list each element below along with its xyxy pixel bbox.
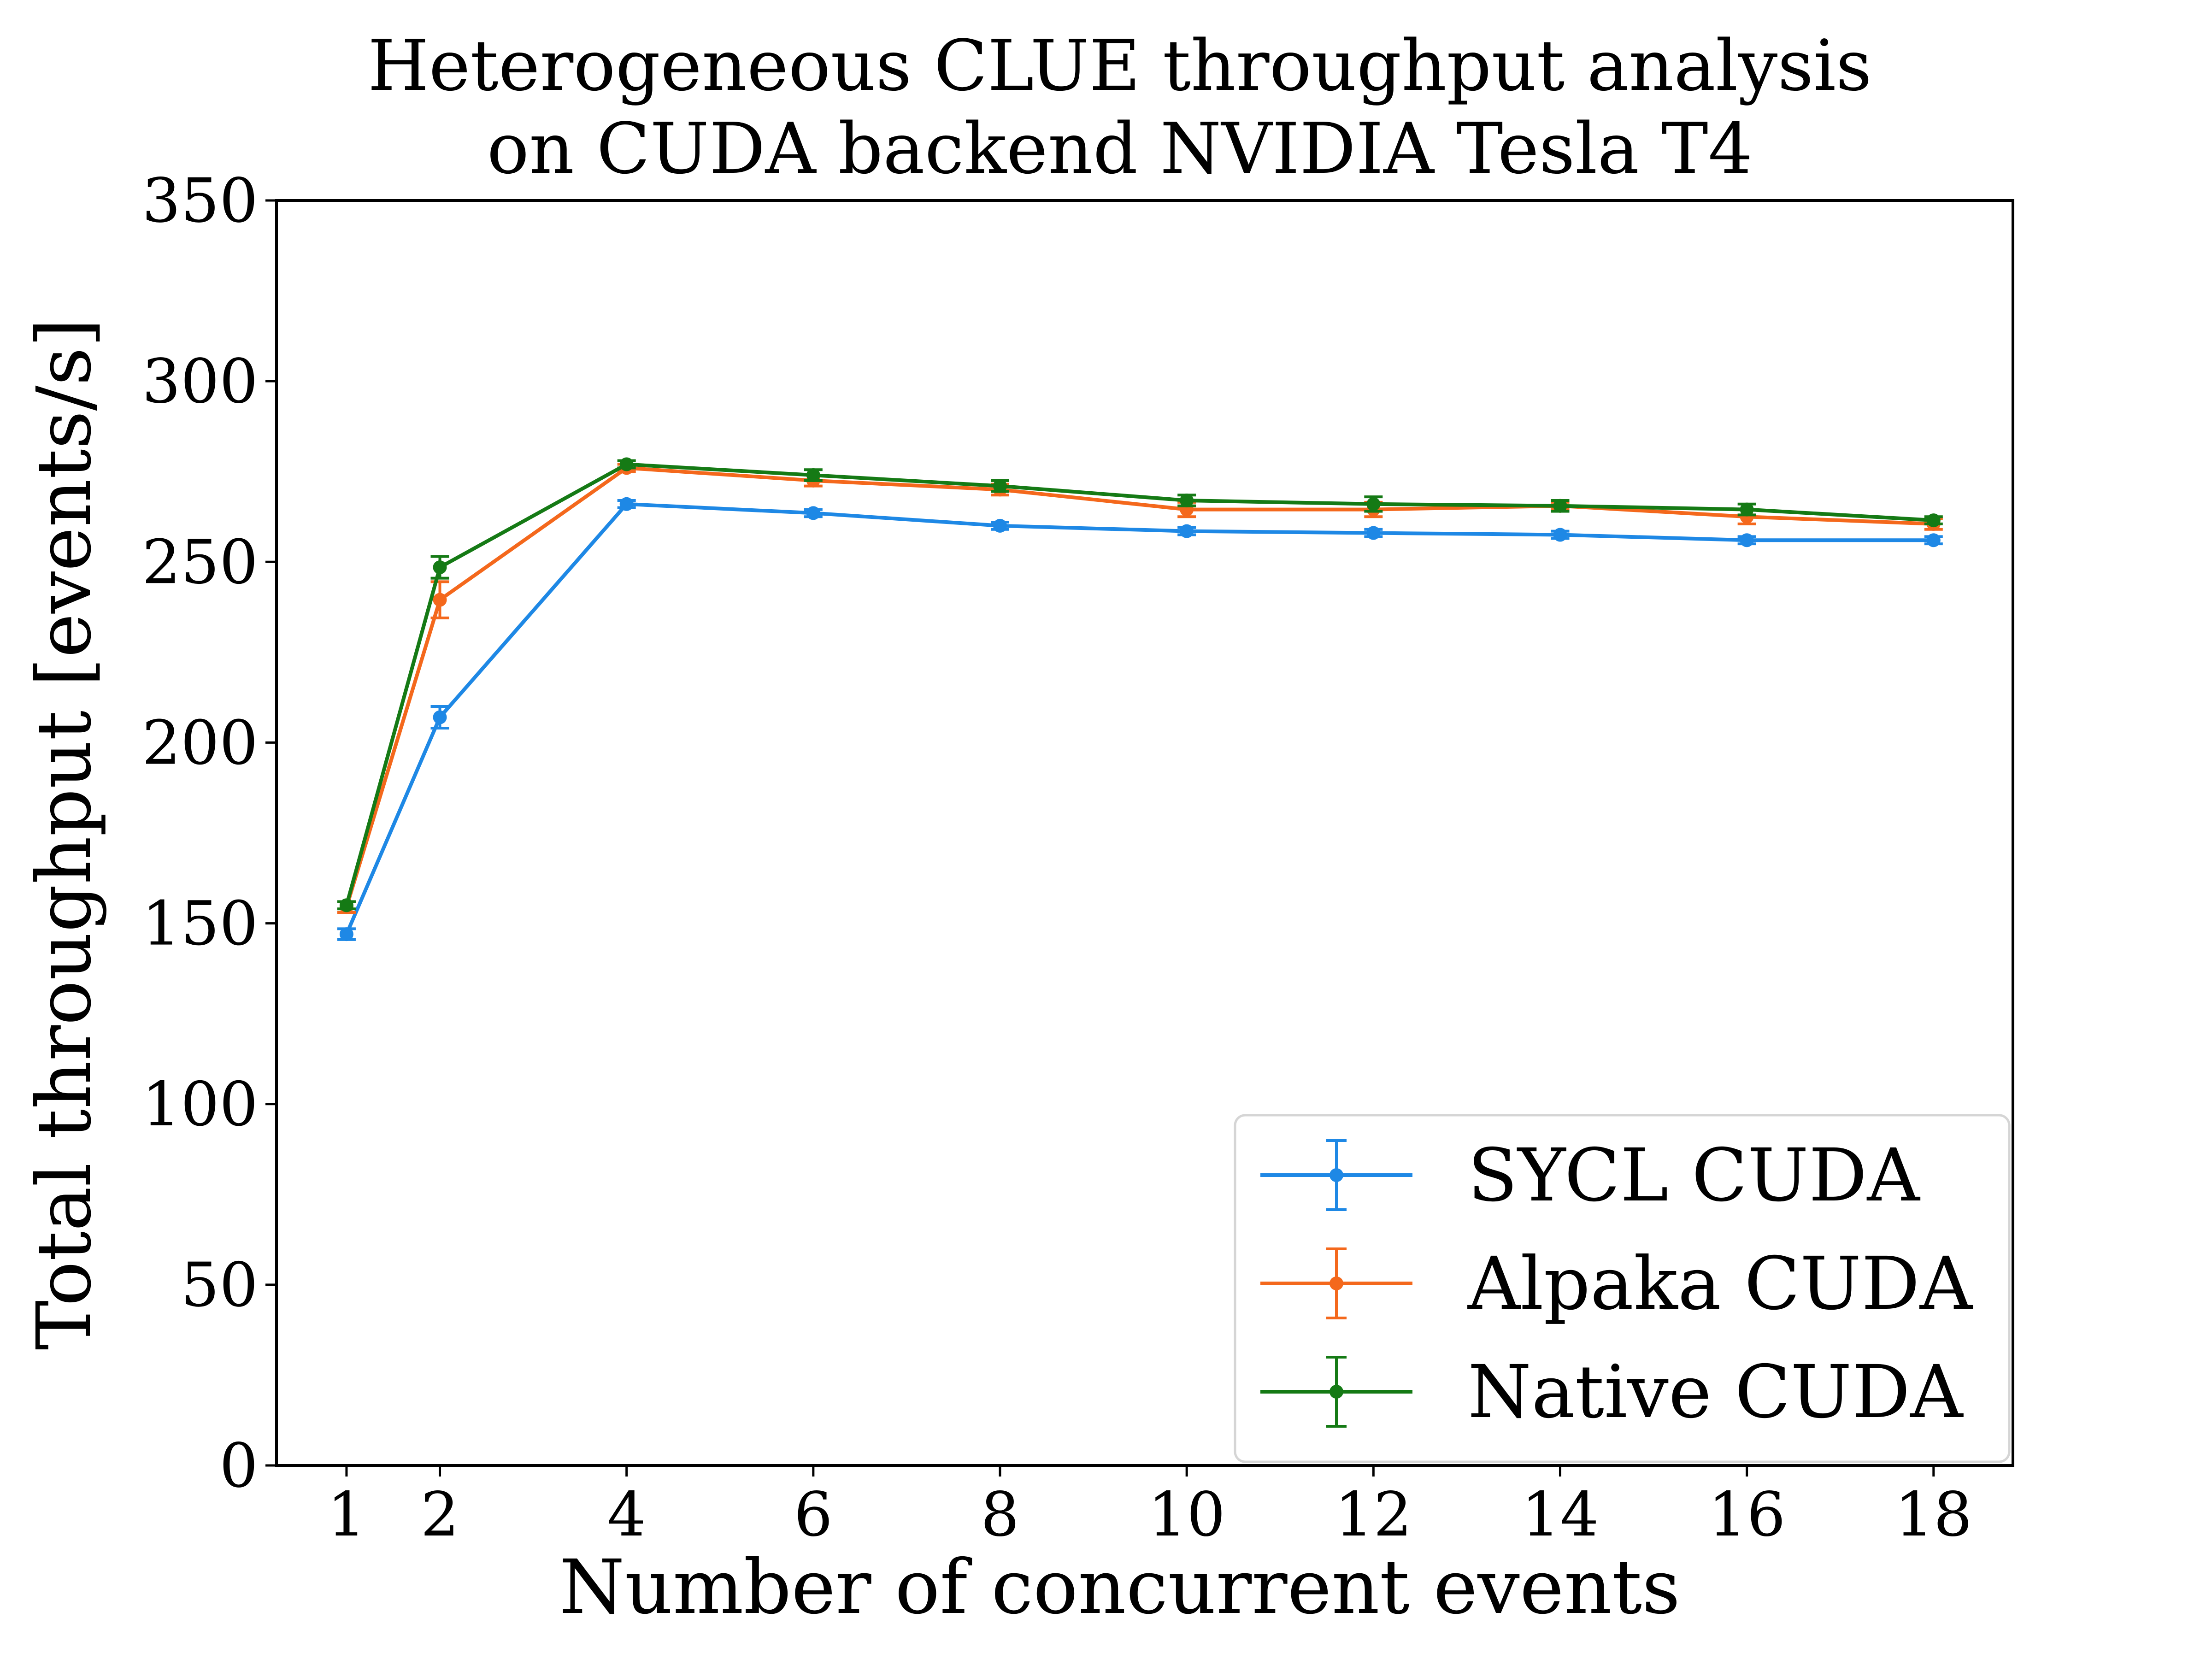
axis-ticks: 1 2 4 6 8 10 12 14 16 18 0 50 100 150 200 250 300 350 (142, 165, 1972, 1550)
y-tick-label: 350 (142, 165, 258, 236)
data-point (1180, 493, 1194, 507)
data-point (339, 898, 353, 912)
data-point (806, 506, 820, 520)
data-point (619, 497, 634, 511)
y-tick-label: 300 (142, 346, 258, 417)
data-point (1740, 533, 1754, 547)
y-tick-label: 0 (219, 1430, 258, 1501)
legend-marker (1330, 1385, 1343, 1399)
data-point (433, 593, 447, 607)
data-point (1366, 526, 1381, 540)
data-point (1553, 528, 1567, 542)
series-0 (337, 497, 1943, 941)
x-tick-label: 6 (794, 1479, 833, 1550)
y-tick-label: 150 (142, 888, 258, 959)
data-point (1553, 499, 1567, 513)
legend-label: Native CUDA (1468, 1350, 1964, 1435)
legend-marker (1330, 1168, 1343, 1182)
series-line (345, 466, 1934, 908)
data-point (993, 518, 1007, 533)
data-point (433, 560, 447, 575)
data-point (1366, 497, 1381, 511)
chart-title-line-2: on CUDA backend NVIDIA Tesla T4 (487, 108, 1753, 189)
x-tick-label: 1 (327, 1479, 366, 1550)
series-2 (337, 457, 1943, 912)
x-tick-label: 14 (1521, 1479, 1599, 1550)
x-tick-label: 16 (1708, 1479, 1786, 1550)
legend-frame (1234, 1114, 2011, 1463)
data-point (1180, 524, 1194, 538)
x-tick-label: 8 (981, 1479, 1019, 1550)
x-axis-label: Number of concurrent events (559, 1544, 1680, 1631)
data-point (339, 927, 353, 941)
legend: SYCL CUDA Alpaka CUDA Native CUDA (1234, 1114, 2011, 1463)
chart-title-line-1: Heterogeneous CLUE throughput analysis (368, 25, 1872, 106)
data-point (1740, 502, 1754, 517)
x-tick-label: 10 (1148, 1479, 1225, 1550)
data-point (433, 710, 447, 724)
data-point (993, 479, 1007, 493)
legend-entry-1: Alpaka CUDA (1260, 1241, 1973, 1326)
x-tick-label: 4 (607, 1479, 646, 1550)
y-tick-label: 250 (142, 527, 258, 598)
legend-label: SYCL CUDA (1468, 1133, 1921, 1218)
series-line (345, 462, 1934, 906)
y-axis-label: Total throughput [events/s] (21, 318, 108, 1350)
x-tick-label: 12 (1335, 1479, 1412, 1550)
legend-entry-2: Native CUDA (1260, 1350, 1964, 1435)
x-tick-label: 2 (421, 1479, 459, 1550)
data-point (1926, 513, 1941, 528)
plot-frame (275, 199, 2014, 1467)
x-tick-label: 18 (1895, 1479, 1972, 1550)
y-tick-label: 200 (142, 707, 258, 778)
data-point (619, 457, 634, 471)
y-tick-label: 100 (142, 1069, 258, 1140)
data-point (806, 468, 820, 482)
legend-marker (1330, 1277, 1343, 1290)
plot-area (275, 199, 2014, 1467)
y-tick-label: 50 (181, 1250, 258, 1321)
legend-label: Alpaka CUDA (1467, 1241, 1973, 1326)
legend-entry-0: SYCL CUDA (1260, 1133, 1921, 1218)
data-point (1926, 533, 1941, 547)
series-line (345, 502, 1934, 935)
